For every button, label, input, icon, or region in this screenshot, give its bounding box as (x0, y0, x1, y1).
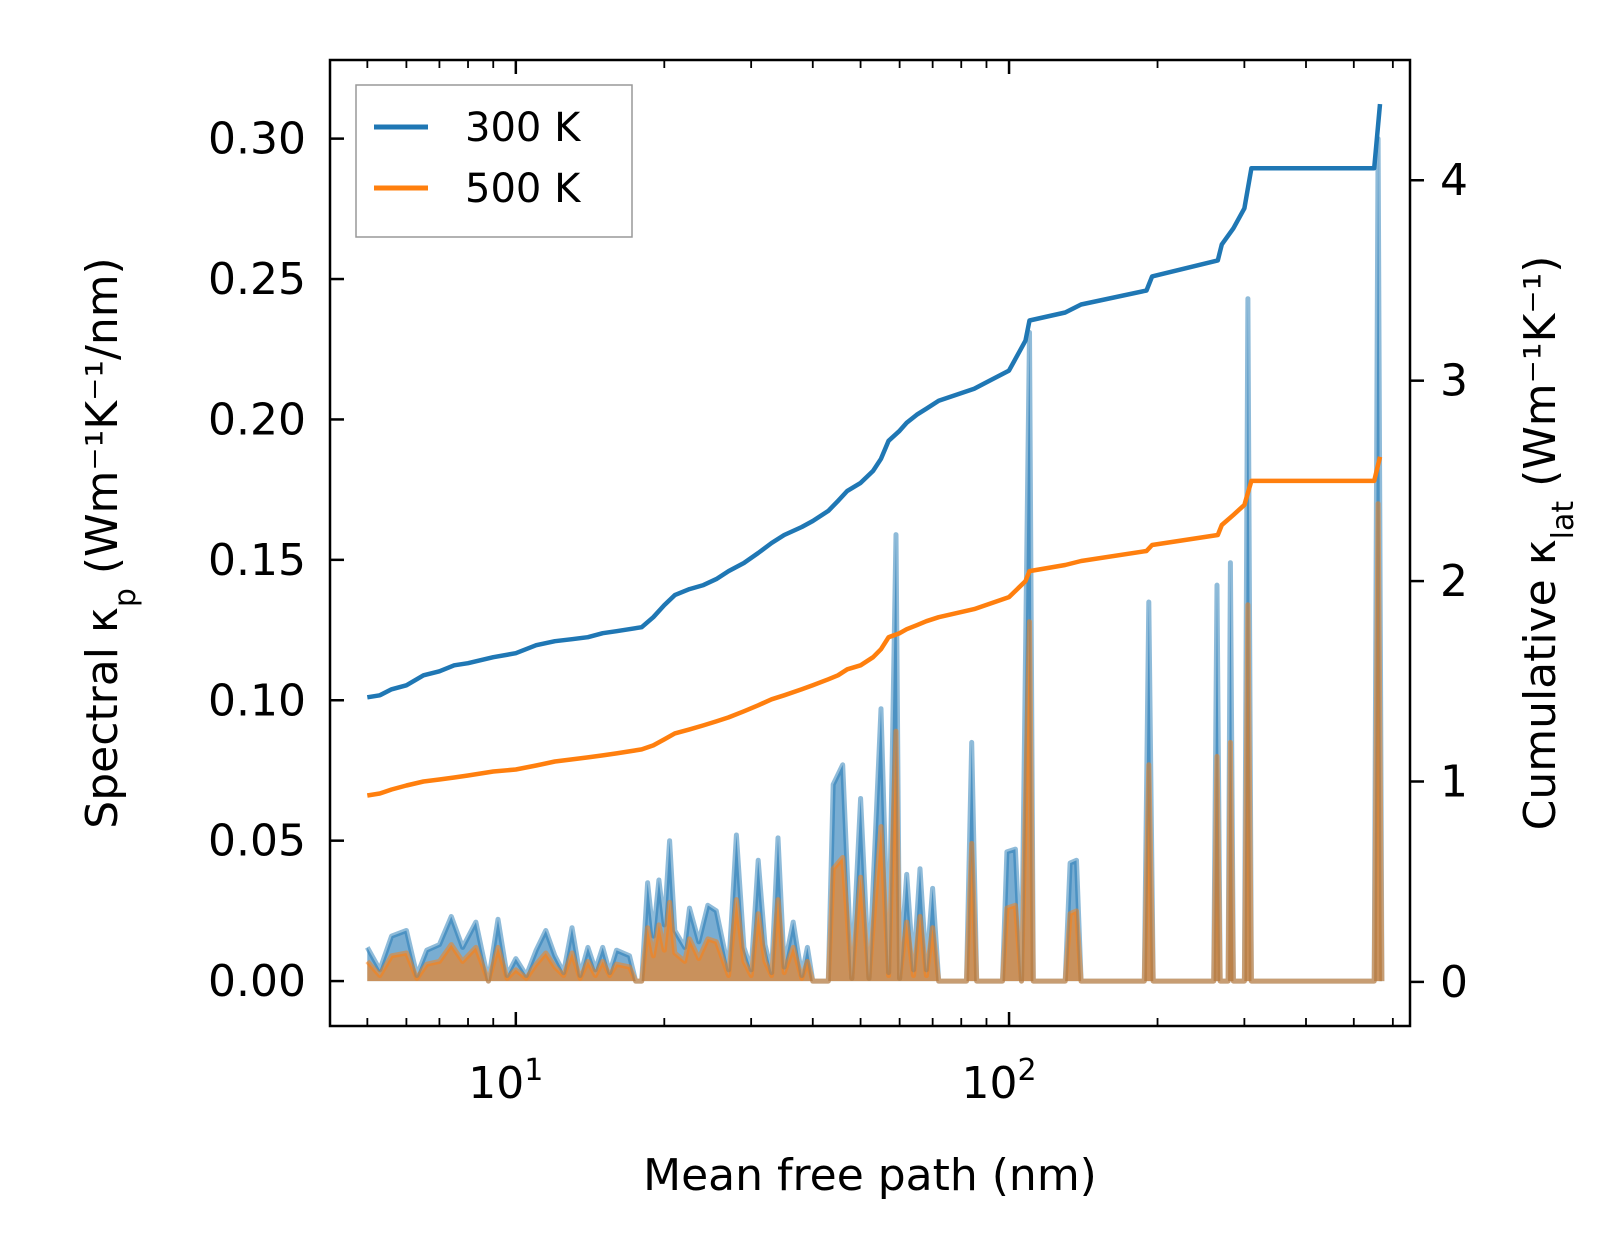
y-axis-left-label-sub: p (108, 588, 143, 607)
cumulative-lines (366, 103, 1383, 798)
y-axis-right-label-sub: lat (1546, 501, 1581, 540)
y-left-tick-label: 0.15 (208, 535, 306, 586)
y-axis-left: 0.00 0.05 0.10 0.15 0.20 0.25 0.30 (208, 114, 344, 1007)
x-axis-label: Mean free path (nm) (643, 1150, 1097, 1201)
y-axis-right-label-main: Cumulative κ (1515, 539, 1566, 830)
y-right-tick-label: 4 (1440, 155, 1468, 206)
legend-box (355, 84, 633, 238)
y-axis-right-label: Cumulative κlat (Wm⁻¹K⁻¹) (1515, 256, 1581, 831)
legend-label-500k: 500 K (465, 166, 582, 212)
cumulative-line-500k (366, 456, 1383, 798)
y-left-tick-label: 0.00 (208, 956, 306, 1007)
y-right-tick-label: 3 (1440, 356, 1468, 407)
x-tick-label: 102 (962, 1053, 1037, 1109)
x-axis: 101 102 (366, 60, 1394, 1109)
y-right-tick-label: 0 (1440, 957, 1468, 1008)
plot-frame (328, 58, 1412, 1028)
y-axis-left-label-units: (Wm⁻¹K⁻¹/nm) (77, 257, 128, 588)
spectral-line-500k (365, 501, 1385, 984)
y-right-tick-label: 1 (1440, 756, 1468, 807)
y-axis-left-label-main: Spectral κ (77, 607, 128, 829)
legend-label-300k: 300 K (465, 105, 582, 151)
y-left-tick-label: 0.10 (208, 675, 306, 726)
y-left-tick-label: 0.30 (208, 114, 306, 165)
x-tick-label: 101 (468, 1053, 543, 1109)
y-left-tick-label: 0.05 (208, 816, 306, 867)
y-axis-right-label-units: (Wm⁻¹K⁻¹) (1515, 256, 1566, 501)
y-axis-left-label: Spectral κp (Wm⁻¹K⁻¹/nm) (77, 257, 143, 828)
y-left-tick-label: 0.20 (208, 394, 306, 445)
y-axis-right: 0 1 2 3 4 (1410, 155, 1468, 1008)
cumulative-line-300k (366, 103, 1383, 700)
legend: 300 K 500 K (355, 84, 633, 238)
spectral-lines (365, 136, 1385, 984)
y-left-tick-label: 0.25 (208, 254, 306, 305)
y-right-tick-label: 2 (1440, 556, 1468, 607)
